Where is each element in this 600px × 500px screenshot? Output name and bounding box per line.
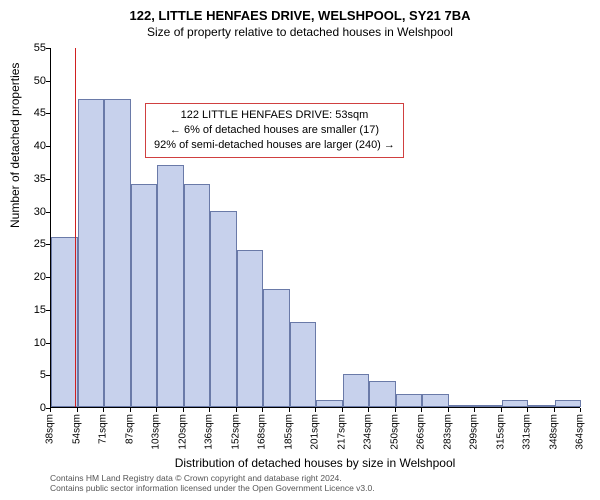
x-tick-label: 283sqm (442, 414, 453, 450)
chart-area: 122 LITTLE HENFAES DRIVE: 53sqm ← 6% of … (50, 48, 580, 408)
histogram-bar (157, 165, 184, 407)
x-tick-mark (580, 408, 581, 412)
y-tick-mark (46, 48, 50, 49)
histogram-bar (78, 99, 105, 407)
x-tick-label: 120sqm (177, 414, 188, 450)
x-tick-label: 266sqm (416, 414, 427, 450)
annotation-line-3: 92% of semi-detached houses are larger (… (154, 138, 395, 153)
histogram-bar (528, 405, 555, 407)
histogram-bar (290, 322, 317, 407)
histogram-bar (555, 400, 582, 407)
x-tick-label: 71sqm (98, 414, 109, 444)
x-tick-label: 38sqm (45, 414, 56, 444)
x-tick-mark (236, 408, 237, 412)
x-tick-label: 201sqm (310, 414, 321, 450)
y-tick-label: 30 (16, 206, 46, 218)
x-tick-mark (421, 408, 422, 412)
x-tick-mark (448, 408, 449, 412)
y-tick-mark (46, 81, 50, 82)
y-tick-mark (46, 113, 50, 114)
x-tick-mark (289, 408, 290, 412)
x-tick-label: 136sqm (204, 414, 215, 450)
chart-container: 122, LITTLE HENFAES DRIVE, WELSHPOOL, SY… (0, 0, 600, 500)
x-tick-mark (156, 408, 157, 412)
x-tick-mark (501, 408, 502, 412)
y-tick-label: 15 (16, 304, 46, 316)
y-tick-label: 25 (16, 238, 46, 250)
histogram-bar (422, 394, 449, 407)
x-tick-label: 234sqm (363, 414, 374, 450)
x-tick-label: 299sqm (469, 414, 480, 450)
x-tick-label: 103sqm (151, 414, 162, 450)
x-tick-mark (342, 408, 343, 412)
x-tick-mark (50, 408, 51, 412)
y-tick-mark (46, 179, 50, 180)
y-tick-mark (46, 212, 50, 213)
x-tick-mark (368, 408, 369, 412)
x-axis-label: Distribution of detached houses by size … (50, 456, 580, 470)
x-tick-mark (315, 408, 316, 412)
histogram-bar (502, 400, 529, 407)
footer-line-2: Contains public sector information licen… (50, 484, 375, 494)
x-tick-mark (554, 408, 555, 412)
x-tick-mark (209, 408, 210, 412)
x-tick-label: 185sqm (283, 414, 294, 450)
histogram-bar (104, 99, 131, 407)
x-tick-mark (183, 408, 184, 412)
annotation-box: 122 LITTLE HENFAES DRIVE: 53sqm ← 6% of … (145, 103, 404, 158)
histogram-bar (343, 374, 370, 407)
annotation-line-2: ← 6% of detached houses are smaller (17) (154, 123, 395, 138)
y-tick-mark (46, 146, 50, 147)
x-tick-label: 168sqm (257, 414, 268, 450)
x-tick-label: 315sqm (495, 414, 506, 450)
y-tick-label: 40 (16, 140, 46, 152)
histogram-bar (449, 405, 476, 407)
x-tick-label: 54sqm (71, 414, 82, 444)
x-tick-label: 348sqm (548, 414, 559, 450)
y-tick-mark (46, 310, 50, 311)
x-tick-mark (395, 408, 396, 412)
x-tick-mark (262, 408, 263, 412)
x-tick-mark (77, 408, 78, 412)
y-tick-label: 20 (16, 271, 46, 283)
property-marker-line (75, 48, 76, 407)
annotation-line-1: 122 LITTLE HENFAES DRIVE: 53sqm (154, 108, 395, 123)
x-tick-label: 152sqm (230, 414, 241, 450)
y-tick-mark (46, 244, 50, 245)
y-tick-label: 45 (16, 107, 46, 119)
x-tick-mark (103, 408, 104, 412)
y-tick-mark (46, 277, 50, 278)
histogram-bar (184, 184, 211, 407)
chart-subtitle: Size of property relative to detached ho… (0, 23, 600, 39)
x-tick-label: 250sqm (389, 414, 400, 450)
histogram-bar (316, 400, 343, 407)
histogram-bar (263, 289, 290, 407)
y-tick-label: 5 (16, 369, 46, 381)
footer-text: Contains HM Land Registry data © Crown c… (50, 474, 375, 494)
y-tick-label: 55 (16, 42, 46, 54)
histogram-bar (475, 405, 502, 407)
y-tick-mark (46, 375, 50, 376)
chart-title: 122, LITTLE HENFAES DRIVE, WELSHPOOL, SY… (0, 0, 600, 23)
y-tick-label: 0 (16, 402, 46, 414)
x-tick-label: 87sqm (124, 414, 135, 444)
y-tick-label: 35 (16, 173, 46, 185)
x-tick-label: 217sqm (336, 414, 347, 450)
y-tick-mark (46, 343, 50, 344)
x-tick-mark (474, 408, 475, 412)
histogram-bar (396, 394, 423, 407)
histogram-bar (369, 381, 396, 407)
x-tick-label: 331sqm (522, 414, 533, 450)
histogram-bar (210, 211, 237, 407)
histogram-bar (131, 184, 158, 407)
y-tick-label: 50 (16, 75, 46, 87)
y-tick-label: 10 (16, 337, 46, 349)
histogram-bar (237, 250, 264, 407)
histogram-bar (51, 237, 78, 407)
x-tick-label: 364sqm (575, 414, 586, 450)
x-tick-mark (130, 408, 131, 412)
x-tick-mark (527, 408, 528, 412)
plot-area (50, 48, 580, 408)
